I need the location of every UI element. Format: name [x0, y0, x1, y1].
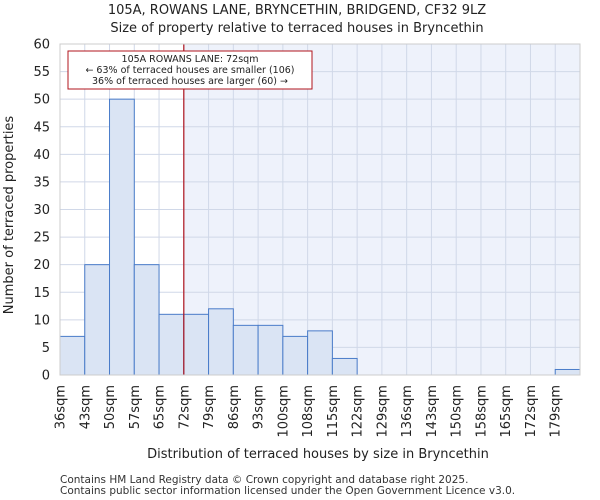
chart-title: 105A, ROWANS LANE, BRYNCETHIN, BRIDGEND,… [108, 3, 486, 18]
bar-36sqm [59, 335, 86, 376]
bar-100sqm [282, 335, 309, 376]
y-tick-label: 15 [33, 286, 50, 301]
x-tick-label: 50sqm [103, 385, 118, 429]
x-axis-label: Distribution of terraced houses by size … [147, 447, 489, 462]
footer-line-1: Contains HM Land Registry data © Crown c… [60, 474, 468, 486]
annotation-line-1: 105A ROWANS LANE: 72sqm [122, 54, 259, 65]
x-tick-label: 179sqm [549, 385, 564, 438]
x-tick-label: 172sqm [524, 385, 539, 438]
annotation-line-2: ← 63% of terraced houses are smaller (10… [85, 65, 294, 76]
y-tick-label: 35 [33, 175, 50, 190]
y-tick-label: 25 [33, 231, 50, 246]
x-tick-label: 100sqm [276, 385, 291, 438]
chart-subtitle: Size of property relative to terraced ho… [110, 21, 483, 36]
bar-43sqm [84, 264, 111, 376]
x-tick-label: 43sqm [78, 385, 93, 429]
x-tick-label: 86sqm [227, 385, 242, 429]
bar-57sqm [133, 264, 160, 376]
x-tick-label: 136sqm [400, 385, 415, 438]
y-tick-label: 10 [33, 313, 50, 328]
annotation-box: 105A ROWANS LANE: 72sqm ← 63% of terrace… [67, 50, 313, 90]
bar-72sqm [183, 313, 210, 376]
y-tick-label: 5 [42, 341, 50, 356]
x-tick-label: 72sqm [177, 385, 192, 429]
bar-179sqm [554, 368, 581, 376]
y-tick-label: 55 [33, 65, 50, 80]
x-tick-label: 65sqm [153, 385, 168, 429]
y-tick-label: 20 [33, 258, 50, 273]
annotation-box-frame [67, 50, 313, 90]
x-axis-ticks: 36sqm 43sqm 50sqm 57sqm 65sqm 72sqm 79sqm 86sqm… [54, 385, 564, 438]
bar-79sqm [208, 308, 234, 376]
footer-line-2: Contains public sector information licen… [60, 485, 515, 497]
x-tick-label: 93sqm [252, 385, 267, 429]
x-tick-label: 150sqm [450, 385, 465, 438]
bar-108sqm [307, 330, 333, 376]
y-axis-label: Number of terraced properties [2, 116, 17, 315]
bar-115sqm [331, 357, 358, 376]
x-tick-label: 129sqm [375, 385, 390, 438]
x-tick-label: 143sqm [425, 385, 440, 438]
y-tick-label: 40 [33, 148, 50, 163]
y-tick-label: 45 [33, 120, 50, 135]
x-tick-label: 165sqm [499, 385, 514, 438]
bar-65sqm [158, 313, 185, 376]
plot-area [59, 43, 581, 376]
bar-50sqm [109, 98, 135, 376]
bar-86sqm [232, 324, 259, 376]
y-tick-label: 50 [33, 93, 50, 108]
y-tick-label: 30 [33, 203, 50, 218]
x-tick-label: 115sqm [326, 385, 341, 438]
x-tick-label: 122sqm [351, 385, 366, 438]
y-tick-label: 0 [42, 369, 50, 384]
x-tick-label: 79sqm [202, 385, 217, 429]
x-tick-label: 57sqm [128, 385, 143, 429]
bar-93sqm [257, 324, 284, 376]
x-tick-label: 36sqm [54, 385, 69, 429]
x-tick-label: 108sqm [301, 385, 316, 438]
plot-frame [59, 43, 581, 376]
y-tick-label: 60 [33, 38, 50, 53]
y-axis-ticks: 0 5 10 15 20 25 30 35 40 45 50 55 60 [33, 38, 50, 384]
annotation-line-3: 36% of terraced houses are larger (60) → [92, 76, 288, 87]
bars [59, 98, 581, 376]
x-tick-label: 158sqm [474, 385, 489, 438]
